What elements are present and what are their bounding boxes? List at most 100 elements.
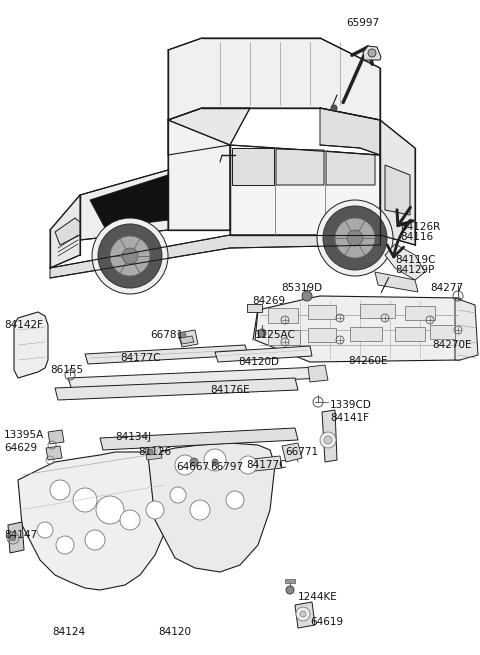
Circle shape <box>122 248 138 264</box>
Circle shape <box>37 522 53 538</box>
Circle shape <box>239 456 257 474</box>
Text: 84119C: 84119C <box>395 255 435 265</box>
Bar <box>268 308 298 323</box>
Polygon shape <box>455 298 478 360</box>
Text: 1339CD: 1339CD <box>330 400 372 410</box>
Circle shape <box>317 200 393 276</box>
Polygon shape <box>385 244 425 280</box>
Bar <box>308 305 336 319</box>
Circle shape <box>204 449 226 471</box>
Circle shape <box>323 206 387 270</box>
Circle shape <box>10 535 16 541</box>
Polygon shape <box>244 456 282 472</box>
Polygon shape <box>282 443 302 462</box>
Text: 84129P: 84129P <box>395 265 434 275</box>
Polygon shape <box>14 312 48 378</box>
Circle shape <box>110 236 150 276</box>
Polygon shape <box>50 195 80 268</box>
Polygon shape <box>55 378 298 400</box>
Polygon shape <box>100 428 298 450</box>
Circle shape <box>335 218 375 258</box>
Circle shape <box>98 224 162 288</box>
Text: 86155: 86155 <box>50 365 83 375</box>
Text: 66771: 66771 <box>285 447 318 457</box>
Polygon shape <box>168 38 380 120</box>
Polygon shape <box>68 367 323 390</box>
Bar <box>360 304 395 318</box>
Polygon shape <box>380 120 415 245</box>
Circle shape <box>190 500 210 520</box>
Polygon shape <box>232 148 274 185</box>
Circle shape <box>368 49 376 57</box>
Text: 84142F: 84142F <box>4 320 43 330</box>
Circle shape <box>56 536 74 554</box>
Polygon shape <box>215 346 312 362</box>
Bar <box>268 330 300 345</box>
Polygon shape <box>178 330 198 347</box>
Bar <box>350 327 382 341</box>
Polygon shape <box>46 446 62 460</box>
Circle shape <box>324 436 332 444</box>
Circle shape <box>85 530 105 550</box>
Polygon shape <box>148 443 275 572</box>
Polygon shape <box>375 272 418 292</box>
Circle shape <box>258 329 266 337</box>
Polygon shape <box>385 165 410 215</box>
Text: 84147: 84147 <box>4 530 37 540</box>
Text: 84126R: 84126R <box>400 222 440 232</box>
Circle shape <box>296 607 310 621</box>
Circle shape <box>50 480 70 500</box>
Circle shape <box>147 449 153 455</box>
Text: 84124: 84124 <box>52 627 85 637</box>
Text: 66797: 66797 <box>210 462 243 472</box>
Text: 1125AC: 1125AC <box>255 330 296 340</box>
Bar <box>395 327 425 341</box>
Bar <box>430 325 455 339</box>
Circle shape <box>120 510 140 530</box>
Circle shape <box>146 501 164 519</box>
Polygon shape <box>85 345 248 364</box>
Polygon shape <box>326 151 375 185</box>
Circle shape <box>73 488 97 512</box>
Circle shape <box>96 496 124 524</box>
Circle shape <box>302 291 312 301</box>
Text: 64629: 64629 <box>4 443 37 453</box>
Circle shape <box>300 611 306 617</box>
Polygon shape <box>18 450 172 590</box>
Polygon shape <box>322 410 337 462</box>
Polygon shape <box>363 46 381 60</box>
Polygon shape <box>8 522 24 553</box>
Polygon shape <box>295 602 315 628</box>
Text: 84116: 84116 <box>400 232 433 242</box>
Polygon shape <box>230 145 380 235</box>
Text: 84120: 84120 <box>158 627 191 637</box>
Polygon shape <box>285 579 295 583</box>
Circle shape <box>331 105 337 111</box>
Text: 81126: 81126 <box>138 447 171 457</box>
Polygon shape <box>308 365 328 382</box>
Polygon shape <box>168 120 230 230</box>
Text: 84270E: 84270E <box>432 340 471 350</box>
Circle shape <box>347 230 363 246</box>
Text: 1244KE: 1244KE <box>298 592 338 602</box>
Text: 84260E: 84260E <box>348 356 387 366</box>
Text: 84134J: 84134J <box>115 432 151 442</box>
Text: 84177C: 84177C <box>246 460 287 470</box>
Text: 84277: 84277 <box>430 283 463 293</box>
Polygon shape <box>90 175 168 228</box>
Circle shape <box>92 218 168 294</box>
Polygon shape <box>247 304 262 312</box>
Polygon shape <box>55 218 80 245</box>
Text: 85319D: 85319D <box>281 283 322 293</box>
Bar <box>405 306 435 320</box>
Circle shape <box>212 459 218 465</box>
Circle shape <box>286 586 294 594</box>
Circle shape <box>190 458 198 466</box>
Polygon shape <box>276 149 324 185</box>
Text: 66781: 66781 <box>150 330 183 340</box>
Polygon shape <box>180 336 194 344</box>
Circle shape <box>320 432 336 448</box>
Text: 84120D: 84120D <box>238 357 279 367</box>
Circle shape <box>175 455 195 475</box>
Circle shape <box>170 487 186 503</box>
